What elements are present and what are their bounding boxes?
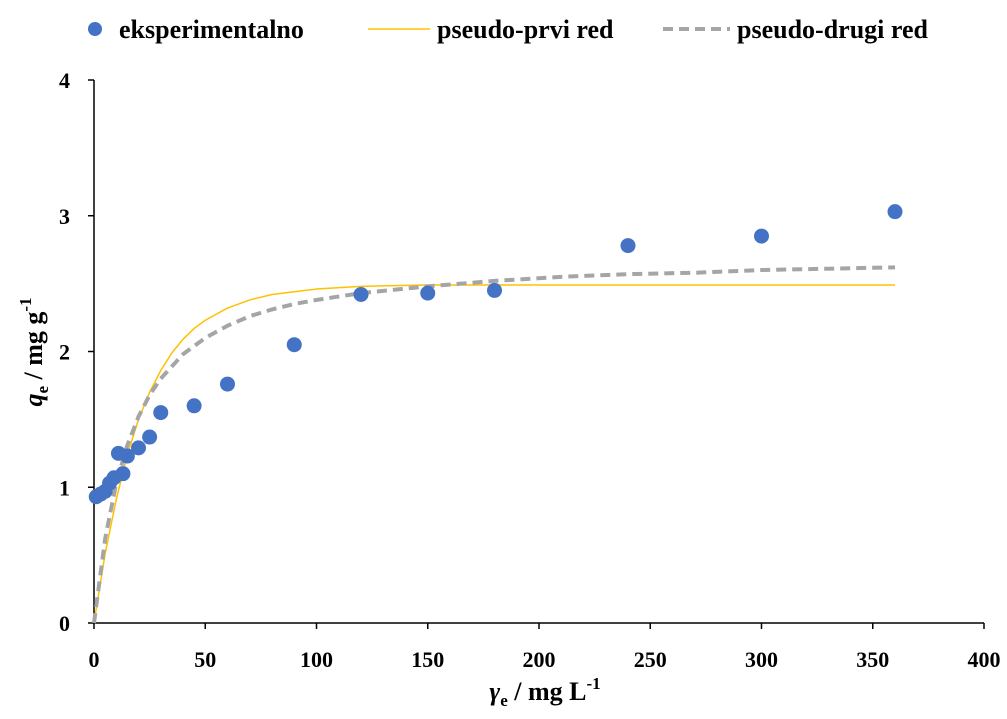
x-tick-label: 250 — [634, 647, 667, 672]
x-axis-title: γe / mg L-1 — [489, 674, 600, 710]
data-point — [131, 440, 146, 456]
axes: 0 50 100 150 200 250 300 350 400 0 1 2 3 4 — [59, 68, 1001, 672]
data-point — [754, 228, 769, 244]
legend-label-pseudo-drugi-red: pseudo-drugi red — [737, 15, 928, 44]
x-axis-title-superscript: -1 — [586, 674, 600, 693]
legend-marker-eksperimentalno — [88, 22, 102, 36]
x-tick-label: 350 — [856, 647, 889, 672]
data-point — [220, 376, 235, 392]
x-axis-title-unit: / mg L — [508, 677, 587, 706]
data-point — [353, 286, 369, 302]
x-tick-label: 100 — [300, 647, 333, 672]
y-tick-label: 0 — [59, 611, 70, 636]
data-point — [487, 282, 502, 298]
x-tick-label: 150 — [411, 647, 444, 672]
data-point — [887, 204, 903, 220]
series-line-pseudo-drugi-red — [92, 265, 896, 624]
y-axis-title: qe / mg g-1 — [16, 297, 52, 406]
data-point — [142, 429, 158, 445]
data-point — [286, 337, 302, 353]
legend-label-pseudo-prvi-red: pseudo-prvi red — [437, 15, 614, 44]
data-point — [186, 398, 202, 414]
y-axis-title-unit: / mg g — [19, 312, 48, 386]
x-ticks: 0 50 100 150 200 250 300 350 400 — [89, 623, 1001, 672]
x-tick-label: 400 — [968, 647, 1001, 672]
data-point — [115, 466, 131, 482]
x-axis-title-symbol: γ — [489, 677, 500, 706]
y-axis-title-superscript: -1 — [16, 297, 35, 311]
data-point — [620, 238, 636, 254]
y-ticks: 0 1 2 3 4 — [59, 68, 94, 636]
y-tick-label: 4 — [59, 68, 70, 93]
legend: eksperimentalno pseudo-prvi red pseudo-d… — [88, 15, 928, 44]
x-tick-label: 50 — [194, 647, 216, 672]
plot-area — [88, 204, 903, 624]
y-tick-label: 2 — [59, 340, 70, 365]
y-axis-title-symbol: q — [19, 394, 48, 407]
data-point — [153, 405, 169, 421]
x-axis-title-subscript: e — [500, 691, 508, 710]
x-tick-label: 300 — [745, 647, 778, 672]
series-line-pseudo-prvi-red — [93, 284, 895, 624]
y-tick-label: 3 — [59, 204, 70, 229]
y-axis-title-subscript: e — [33, 386, 52, 394]
y-tick-label: 1 — [59, 475, 70, 500]
data-point — [420, 285, 436, 301]
x-tick-label: 0 — [89, 647, 100, 672]
legend-label-eksperimentalno: eksperimentalno — [119, 15, 304, 44]
data-point — [119, 448, 135, 464]
x-tick-label: 200 — [523, 647, 556, 672]
